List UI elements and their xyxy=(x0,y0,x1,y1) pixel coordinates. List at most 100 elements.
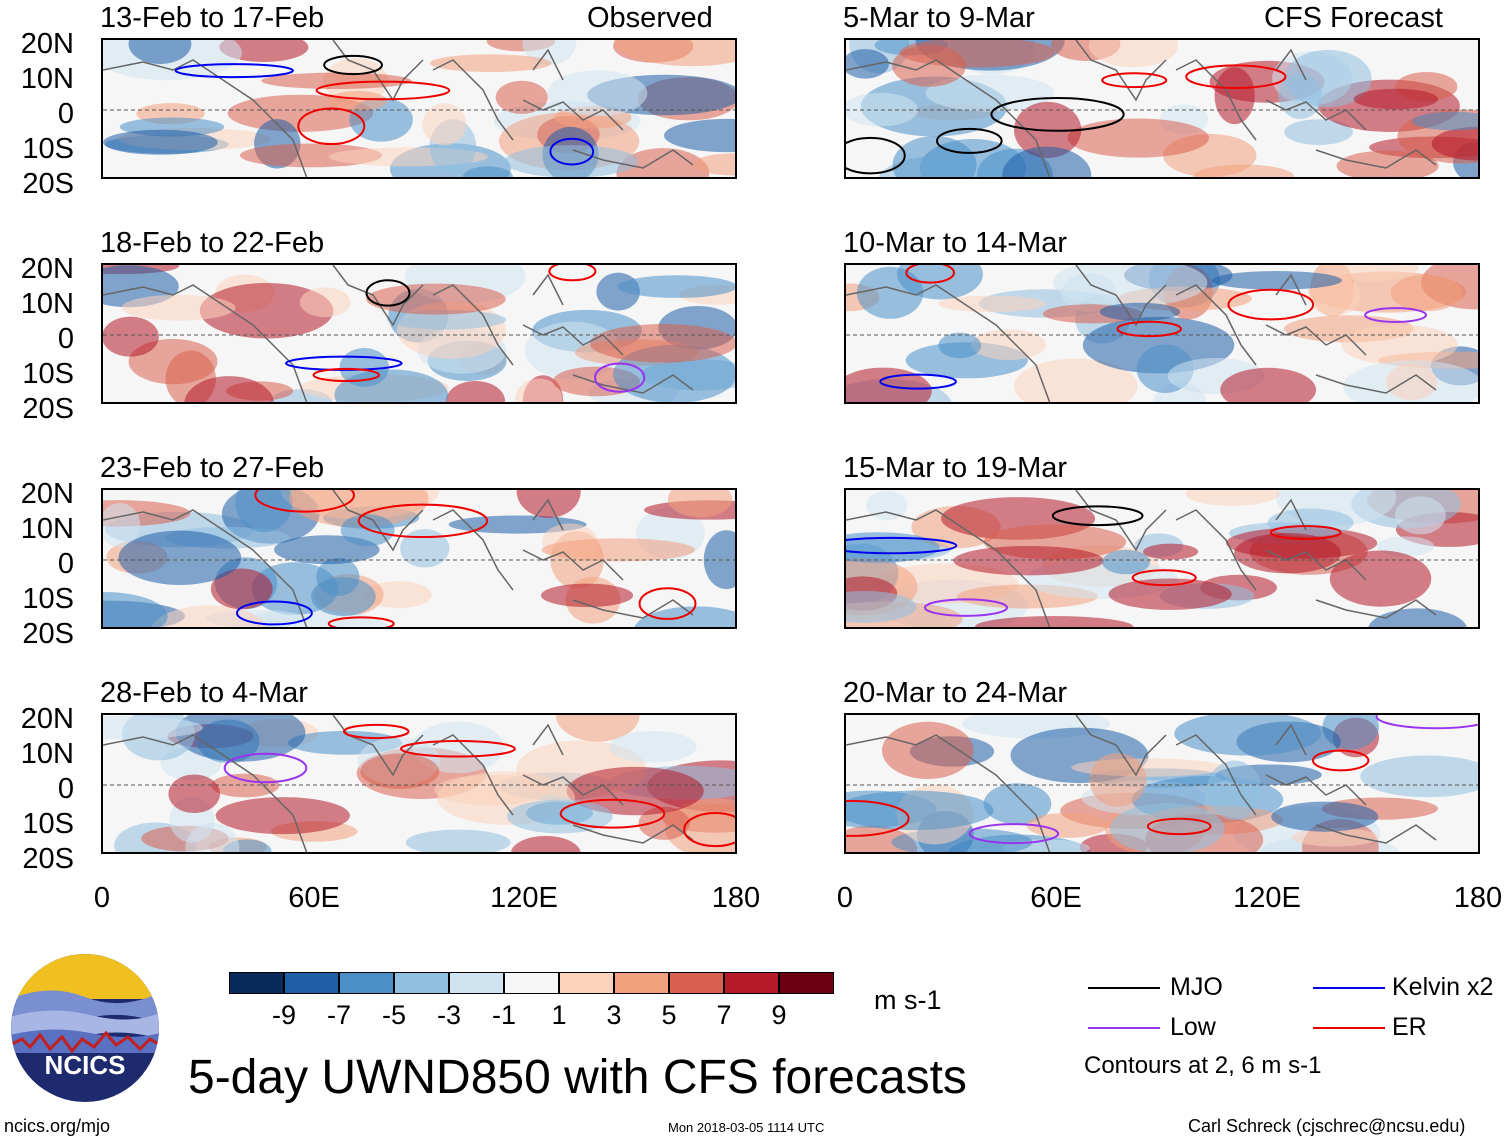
coastline xyxy=(103,715,694,852)
wave-contour xyxy=(846,536,958,555)
footer-timestamp: Mon 2018-03-05 1114 UTC xyxy=(668,1120,825,1135)
anomaly-blob xyxy=(1089,753,1147,807)
wave-contour xyxy=(1146,817,1212,836)
coastline xyxy=(846,715,1437,852)
wind-anomaly-map xyxy=(103,265,735,402)
wave-contour xyxy=(342,723,410,740)
anomaly-blob xyxy=(506,799,613,834)
anomaly-blob xyxy=(128,40,192,65)
lat-label-row4-0: 20N xyxy=(20,703,74,735)
anomaly-blob xyxy=(1108,578,1232,610)
anomaly-blob xyxy=(971,329,1047,361)
anomaly-blob xyxy=(1211,271,1342,290)
anomaly-blob xyxy=(1220,367,1317,402)
anomaly-blob xyxy=(1368,608,1467,627)
anomaly-blob xyxy=(1109,803,1225,852)
coastline xyxy=(103,40,694,177)
wave-contour xyxy=(638,587,697,620)
colorbar-swatch xyxy=(614,972,669,994)
anomaly-blob xyxy=(1193,164,1294,177)
colorbar-tick-label: 3 xyxy=(606,1000,622,1030)
anomaly-blob xyxy=(892,135,977,177)
anomaly-blob xyxy=(692,153,735,176)
anomaly-blob xyxy=(638,806,690,840)
anomaly-blob xyxy=(846,790,994,831)
cfs-forecast-header: CFS Forecast xyxy=(1264,2,1443,34)
wave-contour xyxy=(593,362,646,393)
wind-anomaly-map xyxy=(846,715,1478,852)
footer-author: Carl Schreck (cjschrec@ncsu.edu) xyxy=(1188,1116,1466,1136)
legend-line-mjo xyxy=(1088,987,1160,989)
anomaly-blob xyxy=(1386,363,1438,401)
anomaly-blob xyxy=(1411,111,1478,131)
anomaly-blob xyxy=(1329,550,1432,607)
wave-contour xyxy=(1364,307,1428,323)
anomaly-blob xyxy=(846,49,889,79)
anomaly-blob xyxy=(953,545,1104,576)
wind-anomaly-map xyxy=(103,490,735,627)
wave-contour xyxy=(1051,505,1144,527)
anomaly-blob xyxy=(311,577,376,617)
colorbar-swatch xyxy=(559,972,614,994)
anomaly-blob xyxy=(613,40,735,67)
anomaly-blob xyxy=(289,490,429,528)
anomaly-blob xyxy=(609,731,697,763)
legend-line-low xyxy=(1088,1027,1160,1029)
anomaly-blob xyxy=(1341,324,1458,365)
anomaly-blob xyxy=(510,835,581,852)
wave-contour xyxy=(235,600,313,626)
map-panel-left-2 xyxy=(101,263,737,404)
anomaly-blob xyxy=(235,490,293,533)
legend-line-er xyxy=(1313,1027,1385,1029)
lat-label-row3-4: 20S xyxy=(22,618,74,650)
lat-label-row1-1: 10N xyxy=(20,63,74,95)
anomaly-blob xyxy=(925,74,1055,112)
anomaly-blob xyxy=(566,766,704,816)
wind-anomaly-map xyxy=(846,40,1478,177)
anomaly-blob xyxy=(210,568,273,610)
anomaly-blob xyxy=(328,90,387,112)
coastline xyxy=(846,490,1437,627)
main-title: 5-day UWND850 with CFS forecasts xyxy=(188,1051,967,1104)
wave-contour xyxy=(1185,64,1287,89)
colorbar-swatch xyxy=(449,972,504,994)
anomaly-blob xyxy=(846,367,932,402)
anomaly-blob xyxy=(1067,118,1210,158)
wave-contour xyxy=(683,812,735,848)
panel-title-right-2: 10-Mar to 14-Mar xyxy=(843,227,1068,259)
wave-contour xyxy=(548,265,597,282)
anomaly-blob xyxy=(219,40,309,62)
anomaly-blob xyxy=(1052,265,1208,307)
colorbar-tick-label: -3 xyxy=(436,1000,461,1030)
lat-label-row2-3: 10S xyxy=(22,358,74,390)
map-panel-right-4 xyxy=(844,713,1480,854)
anomaly-blob xyxy=(892,44,967,87)
anomaly-blob xyxy=(1323,265,1419,282)
colorbar-tick-label: 1 xyxy=(551,1000,567,1030)
wave-contour xyxy=(357,503,489,539)
anomaly-blob xyxy=(103,716,203,740)
panel-title-left-4: 28-Feb to 4-Mar xyxy=(100,677,308,709)
lat-label-row3-3: 10S xyxy=(22,583,74,615)
anomaly-blob xyxy=(1082,316,1235,374)
coastline xyxy=(846,265,1437,402)
anomaly-blob xyxy=(617,275,735,298)
wave-contour xyxy=(312,367,380,383)
lat-label-row1-0: 20N xyxy=(20,28,74,60)
lat-label-row2-1: 10N xyxy=(20,288,74,320)
map-panel-left-1 xyxy=(101,38,737,179)
lat-label-row3-2: 0 xyxy=(57,548,74,580)
wave-contour xyxy=(1131,569,1197,587)
lon-label-right-60e: 60E xyxy=(1030,882,1082,914)
anomaly-blob xyxy=(1088,40,1179,68)
wind-anomaly-map xyxy=(846,265,1478,402)
anomaly-blob xyxy=(881,721,974,780)
anomaly-blob xyxy=(422,103,467,146)
panel-title-left-1: 13-Feb to 17-Feb xyxy=(100,2,325,34)
anomaly-blob xyxy=(866,490,908,521)
colorbar-units: m s-1 xyxy=(874,985,942,1015)
wind-anomaly-map xyxy=(103,40,735,177)
anomaly-blob xyxy=(515,378,563,402)
anomaly-blob xyxy=(1234,532,1341,574)
anomaly-blob xyxy=(168,774,221,814)
